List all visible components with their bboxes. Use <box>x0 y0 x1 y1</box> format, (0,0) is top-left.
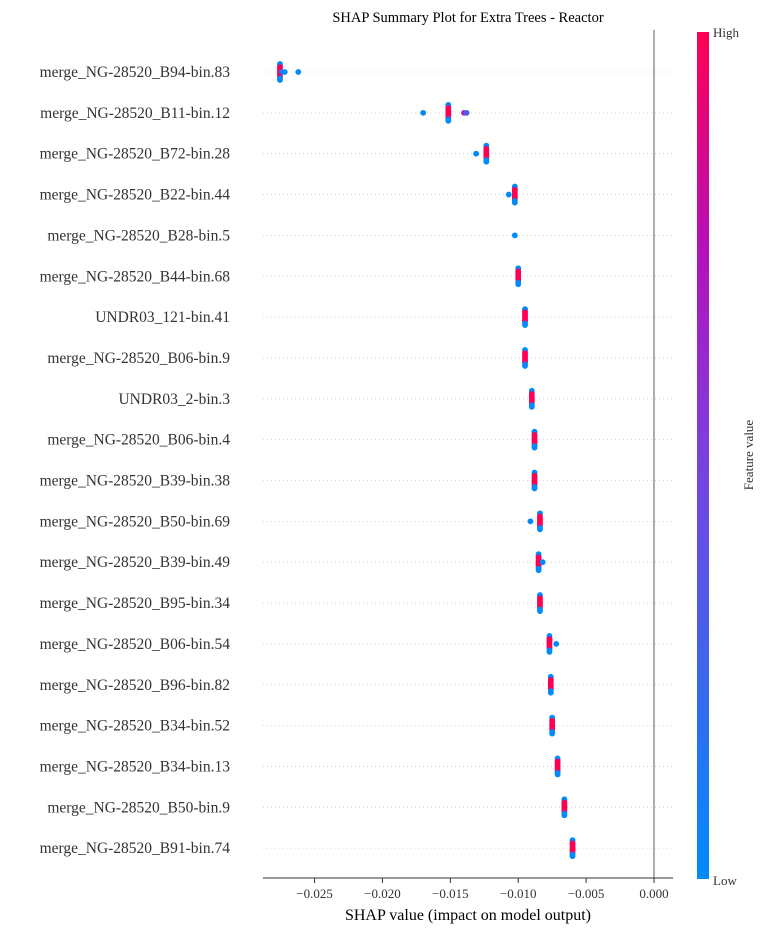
shap-point <box>531 485 538 492</box>
shap-point <box>277 77 283 83</box>
shap-point <box>527 518 534 525</box>
feature-label: merge_NG-28520_B28-bin.5 <box>47 227 230 244</box>
x-axis-label: SHAP value (impact on model output) <box>345 907 591 924</box>
feature-label: merge_NG-28520_B50-bin.9 <box>47 799 230 816</box>
shap-point <box>554 771 561 778</box>
shap-point <box>537 526 543 533</box>
feature-label: merge_NG-28520_B11-bin.12 <box>40 105 230 122</box>
feature-label: merge_NG-28520_B91-bin.74 <box>40 840 231 857</box>
shap-point <box>281 69 288 75</box>
feature-label: merge_NG-28520_B22-bin.44 <box>40 187 231 204</box>
feature-label: UNDR03_2-bin.3 <box>118 391 230 408</box>
shap-point <box>553 641 560 647</box>
colorbar: High Low Feature value <box>697 25 756 888</box>
shap-point <box>569 853 576 860</box>
x-ticks: −0.025 −0.020 −0.015 −0.010 −0.005 0.000 <box>296 878 669 901</box>
feature-label: merge_NG-28520_B39-bin.38 <box>40 473 231 490</box>
feature-label: merge_NG-28520_B50-bin.69 <box>40 513 231 530</box>
row-grid <box>263 71 673 849</box>
feature-label: merge_NG-28520_B34-bin.52 <box>40 718 230 735</box>
shap-point <box>295 69 302 75</box>
shap-point <box>522 363 528 369</box>
x-tick-label: −0.005 <box>568 886 605 901</box>
feature-label: merge_NG-28520_B34-bin.13 <box>40 758 231 775</box>
shap-point <box>420 109 427 116</box>
shap-point <box>473 150 480 157</box>
feature-label: merge_NG-28520_B44-bin.68 <box>40 268 231 285</box>
x-tick-label: −0.010 <box>500 886 537 901</box>
shap-point <box>515 281 522 288</box>
shap-point <box>445 117 452 124</box>
feature-label: merge_NG-28520_B96-bin.82 <box>40 677 230 694</box>
shap-point <box>561 812 568 819</box>
colorbar-title: Feature value <box>741 420 756 491</box>
shap-point <box>463 109 470 116</box>
feature-label: UNDR03_121-bin.41 <box>95 309 230 326</box>
shap-point <box>522 322 528 328</box>
colorbar-low-label: Low <box>713 873 737 888</box>
shap-point <box>539 559 546 566</box>
feature-label: merge_NG-28520_B39-bin.49 <box>40 554 231 571</box>
x-tick-label: −0.015 <box>432 886 469 901</box>
x-tick-label: −0.020 <box>364 886 401 901</box>
shap-point <box>535 567 542 574</box>
x-axis: −0.025 −0.020 −0.015 −0.010 −0.005 0.000 SHAP… <box>263 877 673 924</box>
feature-label: merge_NG-28520_B95-bin.34 <box>40 595 231 612</box>
shap-point <box>546 649 553 655</box>
feature-label: merge_NG-28520_B94-bin.83 <box>40 64 231 81</box>
shap-point <box>547 689 554 696</box>
shap-point <box>511 232 518 239</box>
shap-point <box>537 608 543 614</box>
feature-label: merge_NG-28520_B06-bin.9 <box>47 350 230 367</box>
feature-rows: merge_NG-28520_B94-bin.83 merge_NG-28520_… <box>40 61 576 860</box>
feature-label: merge_NG-28520_B06-bin.54 <box>40 636 231 653</box>
colorbar-gradient <box>697 32 709 879</box>
shap-point <box>528 403 535 410</box>
shap-point <box>511 199 518 206</box>
chart-title: SHAP Summary Plot for Extra Trees - Reac… <box>332 10 603 26</box>
x-tick-label: −0.025 <box>296 886 333 901</box>
feature-label: merge_NG-28520_B72-bin.28 <box>40 146 231 163</box>
shap-point <box>505 191 512 198</box>
shap-point <box>531 444 538 451</box>
colorbar-high-label: High <box>713 25 740 40</box>
shap-point <box>483 158 490 165</box>
shap-point <box>549 730 556 737</box>
feature-label: merge_NG-28520_B06-bin.4 <box>47 432 230 449</box>
x-tick-label: 0.000 <box>639 886 668 901</box>
